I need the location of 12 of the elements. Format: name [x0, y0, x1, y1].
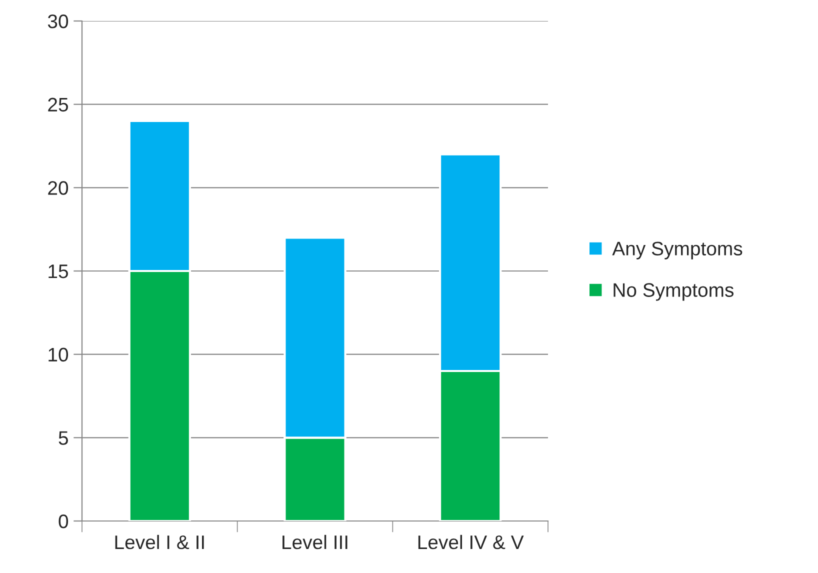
- y-tick-label: 5: [58, 431, 68, 445]
- y-tick-label: 20: [48, 181, 68, 195]
- x-tick-label: Level III: [282, 534, 348, 550]
- y-tick-label: 15: [48, 264, 68, 278]
- y-tick-label: 10: [48, 348, 68, 362]
- y-tick-label: 25: [48, 98, 68, 112]
- x-tick-label: Level I & II: [115, 534, 204, 550]
- legend-label: No Symptoms: [614, 283, 734, 301]
- y-tick-label: 30: [48, 14, 68, 28]
- legend-label: Any Symptoms: [612, 242, 742, 260]
- y-tick-label: 0: [58, 514, 68, 528]
- x-tick-label: Level IV & V: [418, 534, 524, 550]
